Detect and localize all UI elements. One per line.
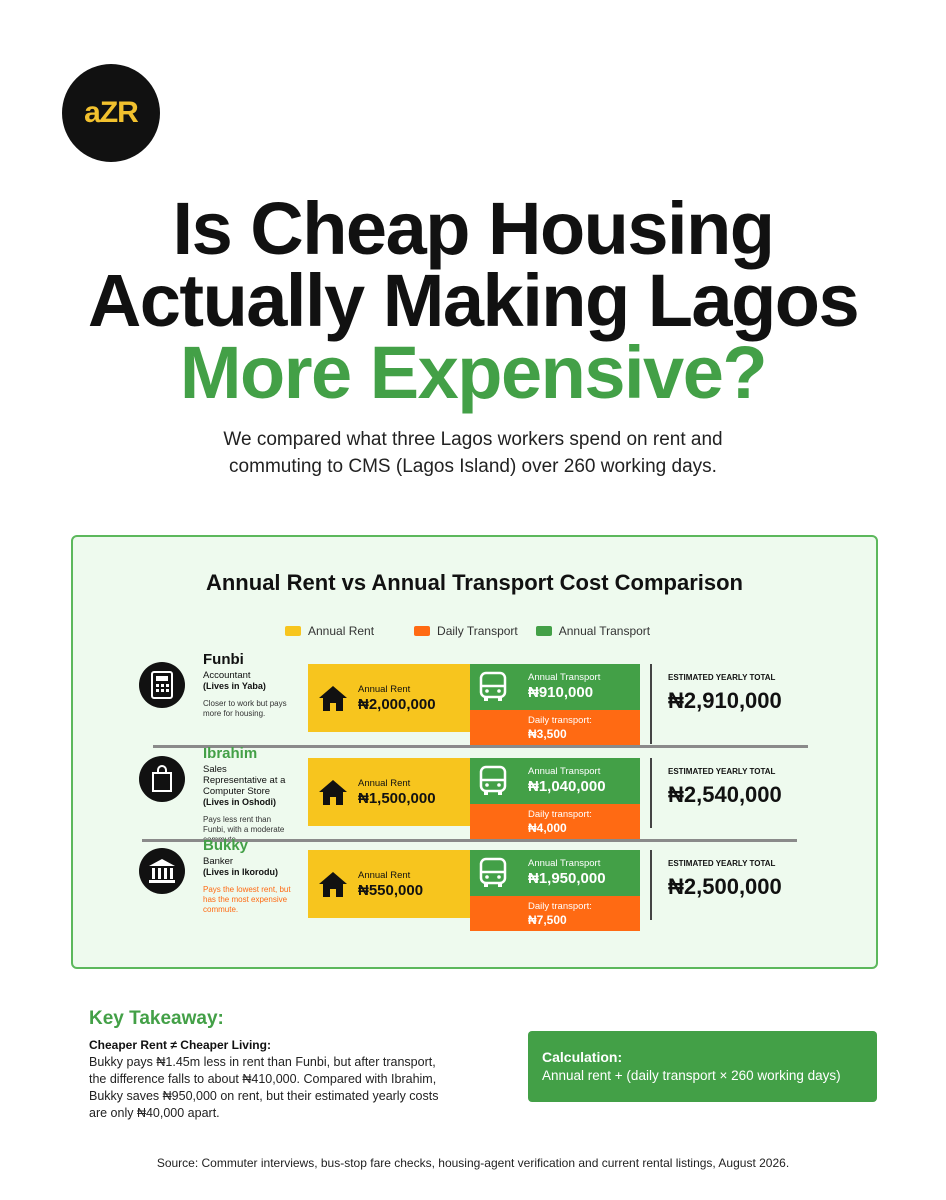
annual-transport-label: Annual Transport [528, 858, 601, 869]
house-icon [318, 778, 348, 811]
legend-label: Daily Transport [437, 624, 518, 638]
person-icon [139, 756, 185, 802]
rent-box: Annual Rent ₦1,500,000 [308, 758, 472, 826]
bus-icon [478, 857, 508, 894]
daily-transport-value: ₦3,500 [528, 727, 567, 741]
logo-text: aZR [84, 96, 139, 129]
calculation-box: Calculation: Annual rent + (daily transp… [528, 1031, 877, 1102]
person-residence: (Lives in Ikorodu) [203, 867, 279, 877]
legend-swatch [414, 626, 431, 636]
calculation-heading: Calculation: [542, 1049, 623, 1065]
rent-label: Annual Rent [358, 778, 411, 789]
person-note: Closer to work but pays more for housing… [203, 699, 287, 718]
legend-swatch [285, 626, 301, 636]
rent-label: Annual Rent [358, 684, 411, 695]
total-label: ESTIMATED YEARLY TOTAL [668, 859, 776, 868]
annual-transport-value: ₦1,950,000 [528, 870, 606, 887]
person-info: Banker (Lives in Ikorodu) Pays the lowest … [203, 856, 293, 915]
annual-transport-box: Annual Transport ₦910,000 [470, 664, 640, 710]
legend-item: Annual Transport [535, 624, 651, 638]
bus-icon [478, 671, 508, 708]
person-role: Sales Representative at a Computer Store [203, 764, 286, 797]
daily-transport-box: Daily transport: ₦4,000 [470, 804, 640, 839]
person-name: Funbi [203, 651, 244, 668]
total-value: ₦2,540,000 [668, 782, 782, 807]
legend-item: Daily Transport [414, 624, 518, 638]
logo: aZR [62, 64, 160, 162]
person-info: Accountant (Lives in Yaba) Closer to work … [203, 670, 293, 719]
annual-transport-value: ₦1,040,000 [528, 778, 606, 795]
total-value: ₦2,500,000 [668, 874, 782, 899]
legend-item: Annual Rent [285, 624, 374, 638]
subtitle: We compared what three Lagos workers spe… [223, 429, 723, 477]
separator [650, 758, 652, 828]
total-value: ₦2,910,000 [668, 688, 782, 713]
annual-transport-box: Annual Transport ₦1,040,000 [470, 758, 640, 804]
rent-value: ₦1,500,000 [358, 790, 436, 807]
daily-transport-value: ₦7,500 [528, 913, 567, 927]
daily-transport-label: Daily transport: [528, 901, 592, 912]
daily-transport-value: ₦4,000 [528, 821, 567, 835]
annual-transport-label: Annual Transport [528, 672, 601, 683]
legend: Annual Rent Daily Transport Annual Transpo… [285, 624, 668, 639]
legend-label: Annual Transport [558, 624, 651, 638]
rent-box: Annual Rent ₦550,000 [308, 850, 472, 918]
daily-transport-label: Daily transport: [528, 809, 592, 820]
person-name: Ibrahim [203, 745, 258, 762]
legend-label: Annual Rent [308, 624, 375, 638]
person-name: Bukky [203, 837, 249, 854]
total-label: ESTIMATED YEARLY TOTAL [668, 673, 776, 682]
separator [650, 850, 652, 920]
person-role: Accountant [203, 670, 251, 681]
daily-transport-box: Daily transport: ₦7,500 [470, 896, 640, 931]
house-icon [318, 684, 348, 717]
person-note: Pays the lowest rent, but has the most e… [203, 885, 291, 914]
separator [650, 664, 652, 744]
takeaway-body: Bukky pays ₦1.45m less in rent than Funb… [89, 1055, 439, 1120]
person-info: Sales Representative at a Computer Store… [203, 764, 293, 845]
total-label: ESTIMATED YEARLY TOTAL [668, 767, 776, 776]
rent-label: Annual Rent [358, 870, 411, 881]
takeaway-subheading: Cheaper Rent ≠ Cheaper Living: [89, 1038, 271, 1052]
person-residence: (Lives in Yaba) [203, 681, 266, 691]
calculation-formula: Annual rent + (daily transport × 260 wor… [542, 1068, 841, 1083]
rent-value: ₦550,000 [358, 882, 424, 899]
title-line: Is Cheap Housing [172, 187, 775, 270]
daily-transport-label: Daily transport: [528, 715, 592, 726]
person-role: Banker [203, 856, 234, 867]
rent-box: Annual Rent ₦2,000,000 [308, 664, 472, 732]
source: Source: Commuter interviews, bus-stop fa… [156, 1156, 790, 1170]
title-highlight: More Expensive? [179, 331, 768, 414]
annual-transport-value: ₦910,000 [528, 684, 594, 701]
person-icon [139, 848, 185, 894]
panel-title: Annual Rent vs Annual Transport Cost Com… [205, 570, 743, 595]
rent-value: ₦2,000,000 [358, 696, 436, 713]
daily-transport-box: Daily transport: ₦3,500 [470, 710, 640, 745]
annual-transport-label: Annual Transport [528, 766, 601, 777]
row-divider [142, 839, 797, 842]
person-icon [139, 662, 185, 708]
takeaway-heading: Key Takeaway: [89, 1008, 224, 1029]
legend-swatch [535, 626, 552, 636]
title-line: Actually Making Lagos [87, 259, 860, 342]
annual-transport-box: Annual Transport ₦1,950,000 [470, 850, 640, 896]
house-icon [318, 870, 348, 903]
bus-icon [478, 765, 508, 802]
person-residence: (Lives in Oshodi) [203, 797, 277, 807]
row-divider [153, 745, 808, 748]
